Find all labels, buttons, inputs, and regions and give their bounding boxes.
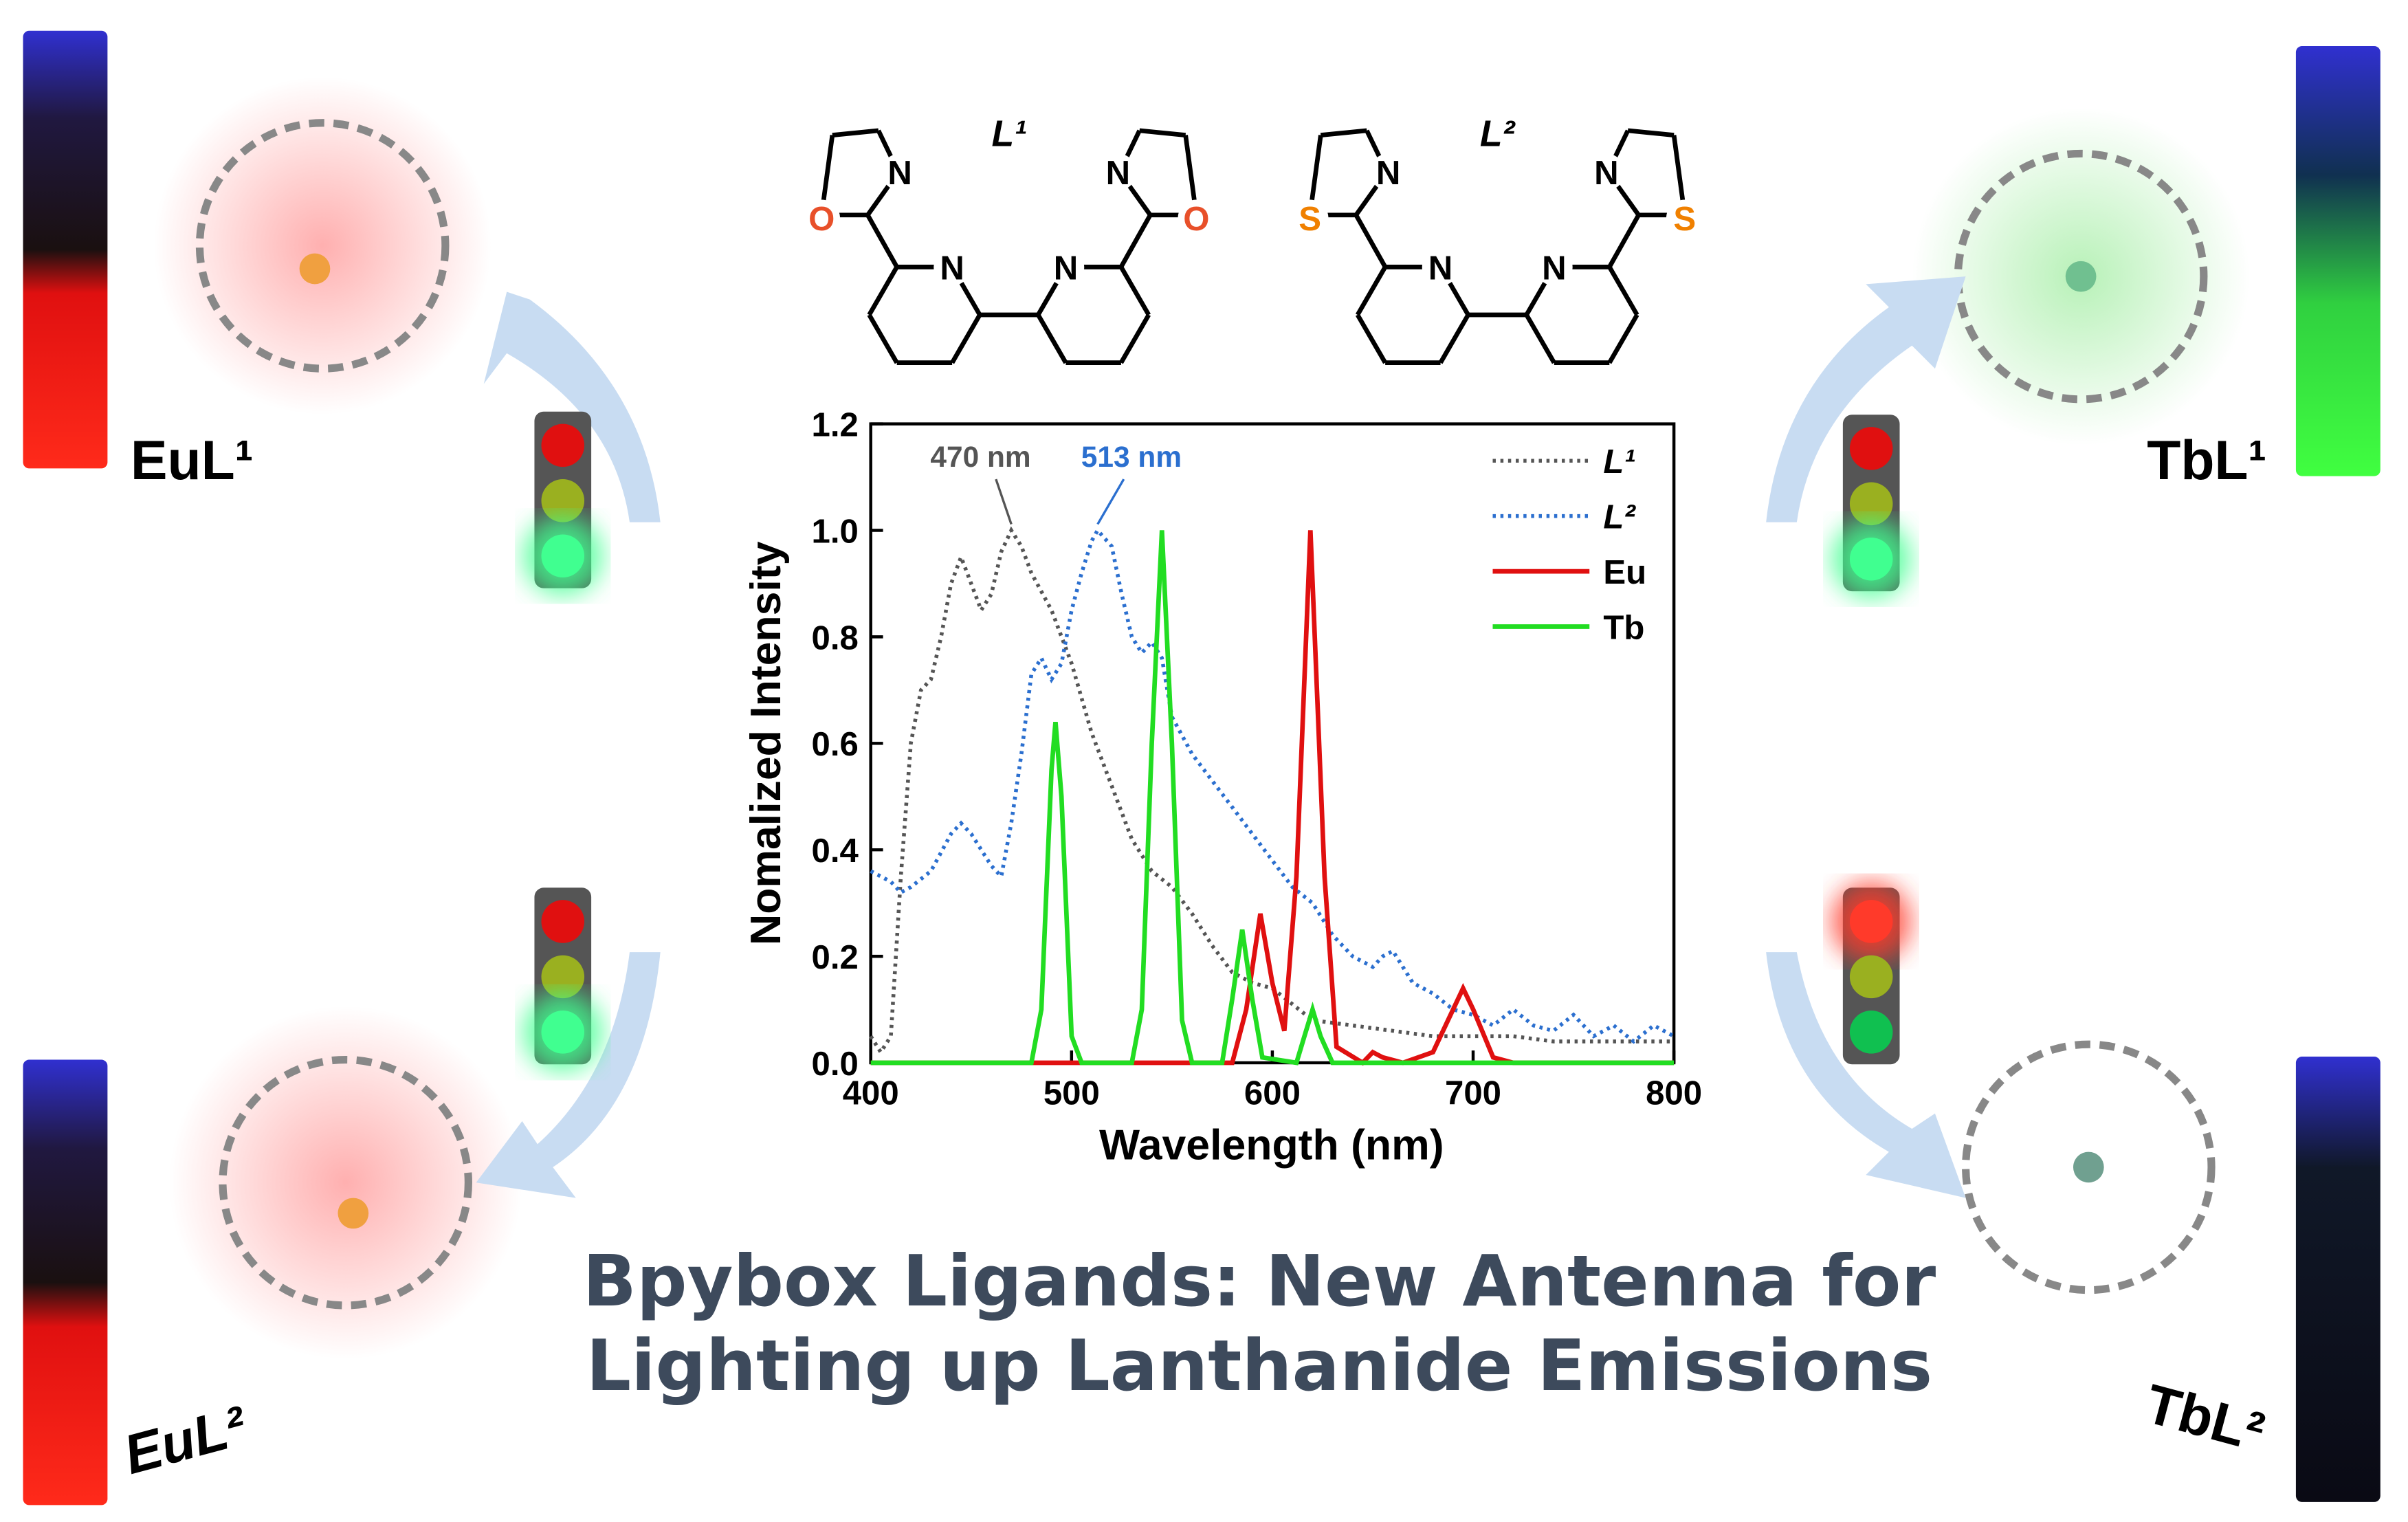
atom-bg: [1536, 248, 1573, 286]
ligand-structures: O N N N N O L¹ S N N N N S L²: [803, 113, 1703, 366]
atom-bg: [1099, 153, 1137, 191]
light: [1849, 955, 1893, 999]
legend-label: L²: [1603, 499, 1636, 536]
bond: [1607, 214, 1641, 268]
bond: [1118, 313, 1151, 364]
atom-label: N: [1376, 155, 1400, 192]
crystal-structures: [153, 76, 2250, 1360]
atom-label: S: [1299, 201, 1321, 238]
legend-label: Eu: [1603, 554, 1646, 591]
atom-label: N: [1594, 155, 1618, 192]
bond: [1354, 214, 1388, 268]
bond: [865, 214, 899, 268]
legend-label: Tb: [1603, 609, 1644, 646]
atom-label: N: [1542, 250, 1566, 287]
series-line: [870, 530, 1675, 1066]
bond: [1118, 265, 1151, 316]
x-tick-label: 800: [1646, 1074, 1702, 1112]
light: [1849, 537, 1893, 581]
traffic-lights: [522, 411, 1912, 1072]
atom-bg: [881, 153, 918, 191]
bond: [1356, 313, 1388, 364]
x-tick-label: 700: [1445, 1074, 1501, 1112]
light: [541, 955, 585, 999]
atom-bg: [1422, 248, 1459, 286]
complex-label: TbL¹: [2147, 430, 2266, 492]
light: [541, 423, 585, 467]
atom-label: N: [940, 250, 964, 287]
atom-bg: [1178, 199, 1215, 237]
bond: [867, 265, 899, 316]
x-tick-label: 600: [1244, 1074, 1301, 1112]
light: [1849, 427, 1893, 470]
x-tick-label: 500: [1043, 1074, 1100, 1112]
bond: [1118, 214, 1153, 268]
bond: [1320, 128, 1367, 137]
annotation-arrow: [1096, 478, 1125, 525]
series-line: [870, 530, 1675, 1066]
x-tick-label: 400: [843, 1074, 899, 1112]
atom-label: N: [1428, 250, 1452, 287]
annotation-arrow: [995, 478, 1013, 525]
y-tick-label: 0.2: [812, 939, 859, 976]
arrows: [476, 276, 1966, 1198]
ligand: S N N N N S L²: [1291, 113, 1703, 366]
complex-label: TbL²: [2139, 1373, 2271, 1464]
light: [541, 479, 585, 522]
y-tick-label: 0.6: [812, 726, 859, 763]
complex-label: EuL¹: [131, 430, 254, 492]
bond: [1036, 313, 1068, 364]
atom-bg: [1291, 199, 1329, 237]
bond: [1438, 313, 1470, 364]
light: [1849, 482, 1893, 526]
y-tick-label: 0.8: [812, 619, 859, 657]
title-line: Lighting up Lanthanide Emissions: [586, 1325, 1933, 1407]
y-tick-label: 0.0: [812, 1046, 859, 1083]
atom-label: N: [1054, 250, 1078, 287]
bond: [1607, 313, 1639, 364]
y-tick-label: 1.0: [812, 513, 859, 550]
atom-label: N: [1106, 155, 1130, 192]
ligand: O N N N N O L¹: [803, 113, 1215, 366]
atom-label: N: [887, 155, 912, 192]
atom-bg: [934, 248, 971, 286]
atom-label: S: [1673, 201, 1696, 238]
annotation: 470 nm: [930, 441, 1030, 473]
ligand-label: L²: [1480, 113, 1516, 154]
bond: [1607, 265, 1639, 316]
series-line: [869, 526, 1675, 1056]
atom-bg: [1666, 199, 1703, 237]
x-axis-title: Wavelength (nm): [1099, 1121, 1444, 1169]
atom-bg: [1047, 248, 1085, 286]
light: [1849, 1011, 1893, 1054]
atom-bg: [803, 199, 841, 237]
series-line: [870, 527, 1675, 1044]
light: [541, 1011, 585, 1054]
bond: [1139, 128, 1186, 137]
y-axis-title: Nomalized Intensity: [742, 541, 790, 945]
bond: [950, 313, 982, 364]
light: [541, 534, 585, 578]
light: [1849, 900, 1893, 943]
atom-label: O: [808, 201, 835, 238]
y-tick-label: 0.4: [812, 832, 859, 870]
y-tick-label: 1.2: [812, 406, 859, 443]
vials: [23, 30, 2381, 1506]
complex-label: EuL²: [118, 1394, 254, 1486]
legend-label: L¹: [1603, 443, 1635, 481]
ligand-label: L¹: [991, 113, 1026, 154]
bond: [832, 128, 879, 137]
bond: [867, 313, 899, 364]
bond: [1627, 128, 1675, 137]
annotation: 513 nm: [1081, 441, 1182, 473]
atom-label: O: [1183, 201, 1209, 238]
plot-frame: [869, 422, 1676, 1065]
bond: [1356, 265, 1388, 316]
light: [541, 900, 585, 943]
atom-bg: [1369, 153, 1407, 191]
bond: [1524, 313, 1556, 364]
title-line: Bpybox Ligands: New Antenna for: [583, 1241, 1936, 1323]
atom-bg: [1588, 153, 1625, 191]
